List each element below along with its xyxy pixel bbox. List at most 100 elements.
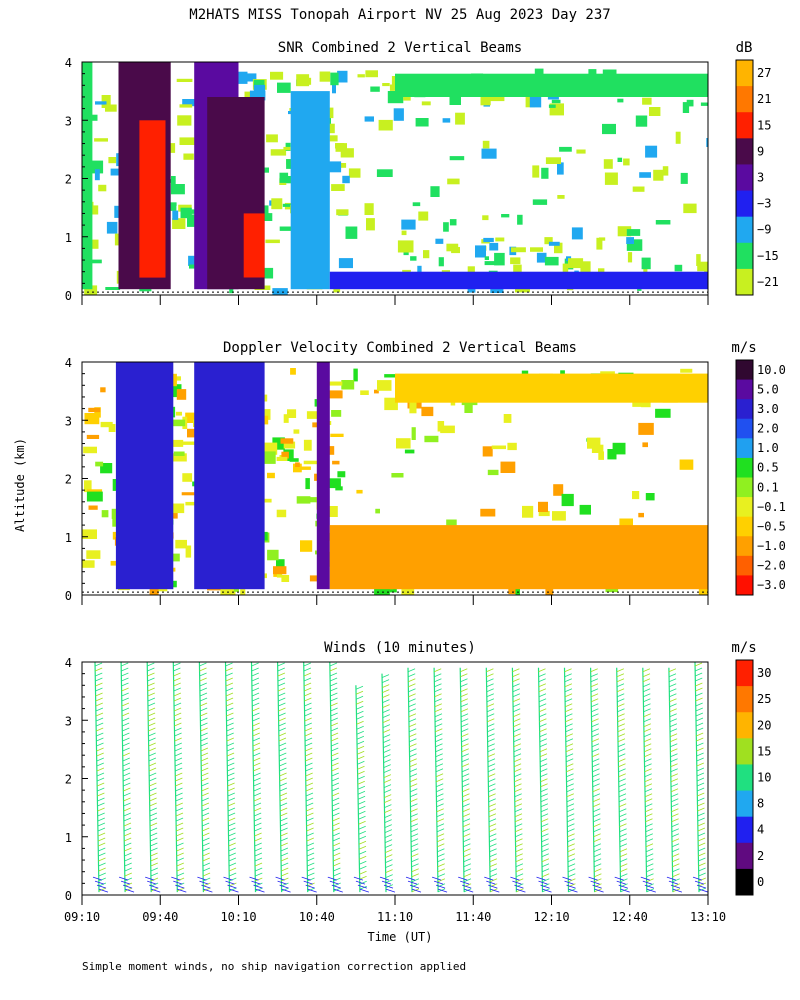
wind-barb xyxy=(539,708,547,713)
wind-barb xyxy=(460,673,468,678)
wind-barb xyxy=(332,827,340,832)
wind-barb xyxy=(672,888,683,893)
wind-barb xyxy=(565,728,573,733)
wind-barb xyxy=(489,843,497,848)
snr-colorbar-swatch xyxy=(736,242,753,270)
snr-cell xyxy=(378,119,393,131)
wind-barb xyxy=(643,728,652,733)
doppler-colorbar: 10.05.03.02.01.00.50.1−0.1−0.5−1.0−2.0−3… xyxy=(735,359,786,596)
wind-barb xyxy=(536,876,546,881)
winds-colorbar-label: 8 xyxy=(757,797,764,811)
wind-barb xyxy=(538,683,546,688)
wind-barb xyxy=(200,752,209,757)
wind-barb xyxy=(228,852,236,857)
wind-barb xyxy=(225,662,233,667)
wind-barb xyxy=(123,792,131,797)
doppler-cell xyxy=(335,486,343,491)
wind-barb xyxy=(359,860,367,865)
doppler-colorbar-swatch xyxy=(736,555,753,576)
wind-barb xyxy=(203,887,211,892)
wind-barb xyxy=(695,697,703,702)
wind-barb xyxy=(96,772,105,777)
wind-barb xyxy=(306,812,314,817)
wind-barb xyxy=(356,720,364,725)
snr-cell xyxy=(480,96,491,106)
wind-barb xyxy=(252,697,260,702)
wind-barb xyxy=(98,887,107,892)
wind-barb xyxy=(200,732,208,737)
snr-cell xyxy=(603,159,613,169)
wind-barb xyxy=(305,742,313,747)
wind-barb xyxy=(304,722,312,727)
wind-barb xyxy=(644,743,652,748)
wind-barb xyxy=(225,677,233,682)
snr-cell xyxy=(244,73,257,82)
figure-title: M2HATS MISS Tonopah Airport NV 25 Aug 20… xyxy=(189,7,610,23)
wind-barb xyxy=(672,873,680,878)
snr-cell xyxy=(329,135,338,142)
wind-barb xyxy=(435,758,443,763)
wind-barb xyxy=(671,798,679,803)
wind-barb xyxy=(149,777,157,782)
wind-barb xyxy=(539,743,548,748)
doppler-cell xyxy=(638,512,644,518)
doppler-colorbar-label: −0.1 xyxy=(757,500,786,514)
wind-barb xyxy=(200,727,208,732)
wind-barb xyxy=(620,868,628,873)
wind-barb xyxy=(566,783,574,788)
wind-barb xyxy=(255,872,263,877)
wind-barb xyxy=(671,833,680,838)
wind-barb xyxy=(593,833,601,838)
doppler-cell xyxy=(424,435,439,443)
wind-barb xyxy=(227,787,235,792)
wind-barb xyxy=(411,868,419,873)
doppler-cell xyxy=(290,368,296,375)
wind-barb xyxy=(331,787,340,792)
wind-barb xyxy=(307,867,315,872)
wind-barb xyxy=(668,673,677,678)
snr-cell xyxy=(180,207,192,219)
wind-barb xyxy=(175,787,183,792)
wind-barb xyxy=(382,719,391,723)
wind-barb xyxy=(564,693,573,698)
wind-barb xyxy=(461,753,469,758)
wind-barb xyxy=(539,713,547,718)
snr-cell xyxy=(576,149,586,154)
wind-barb xyxy=(201,812,210,817)
snr-cell xyxy=(571,227,583,240)
snr-region xyxy=(290,91,330,290)
snr-cell xyxy=(596,237,603,250)
snr-cell xyxy=(263,205,269,217)
wind-barb xyxy=(228,837,236,842)
wind-barb xyxy=(591,728,599,733)
snr-cell xyxy=(449,219,457,226)
wind-barb xyxy=(382,689,390,693)
wind-barb xyxy=(461,718,469,723)
doppler-cell xyxy=(261,415,269,425)
wind-barb xyxy=(488,813,497,818)
wind-barb xyxy=(434,683,442,688)
winds-colorbar-swatch xyxy=(736,712,753,739)
snr-cell xyxy=(696,254,701,266)
wind-barb xyxy=(564,688,573,693)
wind-barb xyxy=(383,774,392,778)
wind-barb xyxy=(463,878,472,883)
wind-barb xyxy=(437,858,445,863)
wind-barb xyxy=(122,767,131,772)
snr-cell xyxy=(265,239,280,244)
snr-cell xyxy=(397,240,414,253)
wind-barb xyxy=(151,888,161,893)
wind-barb xyxy=(149,822,158,827)
wind-barb xyxy=(566,793,574,798)
wind-barb xyxy=(381,674,390,678)
wind-barb xyxy=(698,888,708,893)
wind-barb xyxy=(203,877,211,882)
wind-barb xyxy=(331,737,339,742)
wind-barb xyxy=(227,884,237,889)
wind-barb xyxy=(96,777,105,782)
wind-barb xyxy=(461,738,469,743)
wind-barb xyxy=(462,813,471,818)
